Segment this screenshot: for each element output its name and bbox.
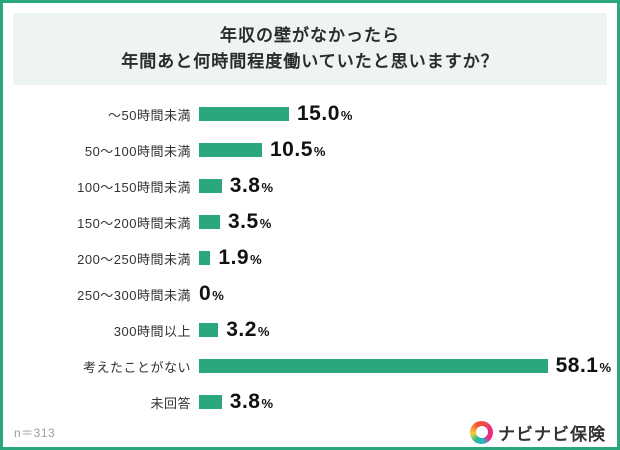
percent-sign: % <box>257 324 270 339</box>
bar <box>199 143 262 157</box>
percent-sign: % <box>259 216 272 231</box>
bar-chart: ～50時間未満 15.0% 50～100時間未満 10.5% 100～150時間… <box>3 96 617 420</box>
sample-size-label: n＝313 <box>14 425 56 440</box>
value-number: 3.8 <box>229 390 261 413</box>
value-label: 3.5% <box>228 210 271 234</box>
percent-sign: % <box>340 108 353 123</box>
category-label: 150～200時間未満 <box>77 215 191 231</box>
chart-row: 150～200時間未満 3.5% <box>19 204 617 240</box>
multicolor-ring-icon <box>470 420 493 444</box>
value-label: 3.8% <box>230 174 273 198</box>
value-number: 3.5 <box>228 210 259 233</box>
bar <box>199 107 289 121</box>
value-number: 15.0 <box>297 102 340 125</box>
category-label: 50～100時間未満 <box>84 143 191 159</box>
percent-sign: % <box>599 360 612 375</box>
chart-row: 未回答 3.8% <box>19 384 617 420</box>
bar <box>199 215 220 229</box>
value-label: 1.9% <box>218 246 261 270</box>
percent-sign: % <box>250 252 262 267</box>
value-label: 3.8% <box>230 390 273 414</box>
category-label: 200～250時間未満 <box>77 251 191 267</box>
bar <box>199 251 211 265</box>
footer: n＝313 ナビナビ保険 <box>3 417 617 447</box>
chart-row: ～50時間未満 15.0% <box>19 96 617 132</box>
chart-row: 250～300時間未満 0% <box>19 276 617 312</box>
value-label: 10.5% <box>270 138 325 162</box>
chart-title-line1: 年収の壁がなかったら <box>220 26 400 45</box>
category-label: 300時間以上 <box>113 323 191 339</box>
percent-sign: % <box>212 288 224 303</box>
value-number: 58.1 <box>555 354 599 377</box>
bar <box>199 359 548 373</box>
value-label: 58.1% <box>556 354 611 378</box>
bar <box>199 323 219 337</box>
category-label: 未回答 <box>150 395 191 411</box>
chart-title-line2: 年間あと何時間程度働いていたと思いますか？ <box>121 52 499 71</box>
chart-row: 200～250時間未満 1.9% <box>19 240 617 276</box>
value-number: 3.8 <box>229 174 261 197</box>
logo-text: ナビナビ保険 <box>498 424 606 444</box>
bar <box>199 395 222 409</box>
chart-row: 考えたことがない 58.1% <box>19 348 617 384</box>
value-number: 1.9 <box>218 246 250 269</box>
value-label: 3.2% <box>226 318 269 342</box>
bar <box>199 179 222 193</box>
value-number: 0 <box>199 282 212 305</box>
percent-sign: % <box>313 144 326 159</box>
value-number: 10.5 <box>270 138 313 161</box>
category-label: 250～300時間未満 <box>77 287 191 303</box>
category-label: 100～150時間未満 <box>77 179 191 195</box>
category-label: ～50時間未満 <box>108 107 191 123</box>
percent-sign: % <box>261 180 274 195</box>
value-label: 15.0% <box>297 102 352 126</box>
percent-sign: % <box>261 396 274 411</box>
chart-row: 300時間以上 3.2% <box>19 312 617 348</box>
value-number: 3.2 <box>226 318 257 341</box>
navinavi-logo: ナビナビ保険 <box>470 420 606 445</box>
chart-title-box: 年収の壁がなかったら 年間あと何時間程度働いていたと思いますか？ <box>13 13 607 85</box>
category-label: 考えたことがない <box>82 359 191 375</box>
value-label: 0% <box>199 282 224 306</box>
chart-row: 50～100時間未満 10.5% <box>19 132 617 168</box>
chart-row: 100～150時間未満 3.8% <box>19 168 617 204</box>
